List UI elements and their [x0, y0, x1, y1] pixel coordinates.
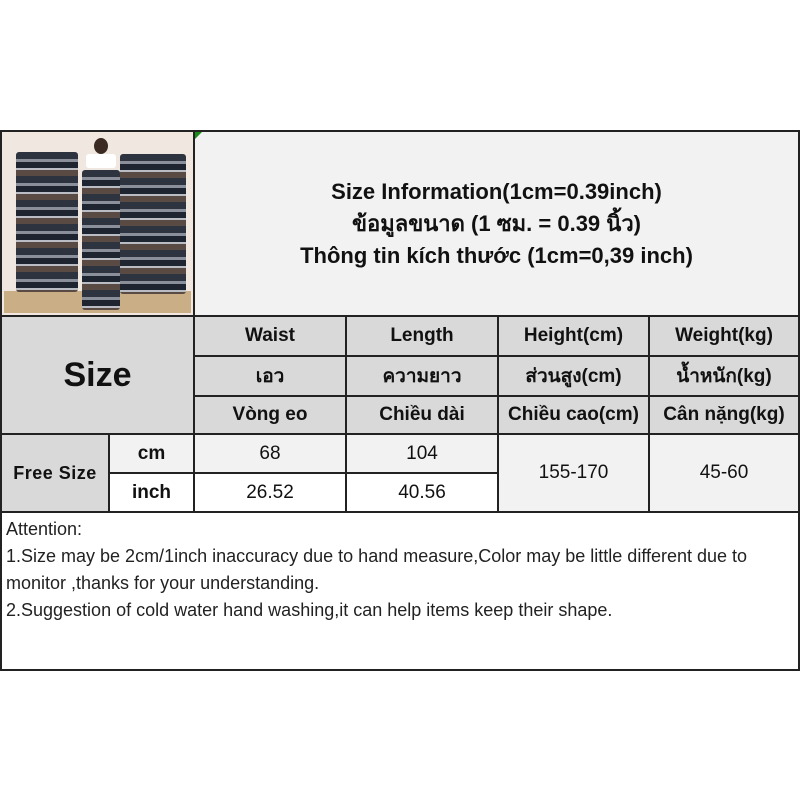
header-text: เอว: [255, 366, 285, 387]
header-waist-th: เอว: [193, 355, 347, 397]
size-info-title: Size Information(1cm=0.39inch) ข้อมูลขนา…: [193, 130, 800, 317]
product-photo: [0, 130, 195, 317]
value-text: 155-170: [538, 462, 609, 483]
header-weight-vi: Cân nặng(kg): [648, 395, 800, 435]
header-text: Cân nặng(kg): [663, 404, 785, 425]
header-length-vi: Chiều dài: [345, 395, 499, 435]
title-english: Size Information(1cm=0.39inch): [331, 178, 662, 204]
pants-model: [82, 170, 120, 310]
row-label-free-size: Free Size: [0, 433, 110, 513]
header-text: น้ำหนัก(kg): [676, 366, 772, 387]
value-text: 40.56: [398, 481, 446, 503]
pants-right: [120, 154, 186, 294]
attention-notes: Attention: 1.Size may be 2cm/1inch inacc…: [0, 511, 800, 671]
header-text: Length: [390, 325, 454, 346]
header-height-vi: Chiều cao(cm): [497, 395, 650, 435]
header-text: ความยาว: [382, 366, 462, 387]
value-text: 68: [259, 442, 281, 464]
cm-waist: 68: [193, 433, 347, 474]
value-text: 45-60: [699, 462, 749, 483]
header-text: Chiều cao(cm): [508, 404, 639, 425]
header-height-th: ส่วนสูง(cm): [497, 355, 650, 397]
header-length-en: Length: [345, 315, 499, 357]
model-top: [86, 154, 116, 168]
unit-text: inch: [131, 481, 172, 503]
pants-left: [16, 152, 78, 292]
header-weight-th: น้ำหนัก(kg): [648, 355, 800, 397]
attention-note-2: 2.Suggestion of cold water hand washing,…: [6, 600, 613, 620]
title-thai: ข้อมูลขนาด (1 ซม. = 0.39 นิ้ว): [351, 210, 641, 236]
row-label: Free Size: [13, 462, 97, 483]
unit-cm: cm: [108, 433, 195, 474]
value-text: 26.52: [246, 481, 294, 503]
value-text: 104: [406, 442, 438, 464]
header-text: Chiều dài: [379, 404, 465, 425]
header-text: Waist: [245, 325, 295, 346]
header-weight-en: Weight(kg): [648, 315, 800, 357]
weight-range: 45-60: [648, 433, 800, 513]
header-height-en: Height(cm): [497, 315, 650, 357]
size-label: Size: [63, 355, 132, 394]
cm-length: 104: [345, 433, 499, 474]
header-waist-vi: Vòng eo: [193, 395, 347, 435]
model-head: [94, 138, 108, 154]
unit-inch: inch: [108, 472, 195, 513]
attention-note-1: 1.Size may be 2cm/1inch inaccuracy due t…: [6, 546, 748, 593]
size-header: Size: [0, 315, 195, 435]
header-length-th: ความยาว: [345, 355, 499, 397]
cell-marker-icon: [195, 132, 202, 139]
title-vietnamese: Thông tin kích thước (1cm=0,39 inch): [300, 242, 693, 268]
header-text: Vòng eo: [232, 404, 308, 425]
header-text: Weight(kg): [675, 325, 773, 346]
inch-length: 40.56: [345, 472, 499, 513]
unit-text: cm: [137, 442, 166, 464]
height-range: 155-170: [497, 433, 650, 513]
header-waist-en: Waist: [193, 315, 347, 357]
header-text: ส่วนสูง(cm): [525, 366, 622, 387]
header-text: Height(cm): [523, 325, 624, 346]
attention-heading: Attention:: [6, 519, 83, 539]
inch-waist: 26.52: [193, 472, 347, 513]
